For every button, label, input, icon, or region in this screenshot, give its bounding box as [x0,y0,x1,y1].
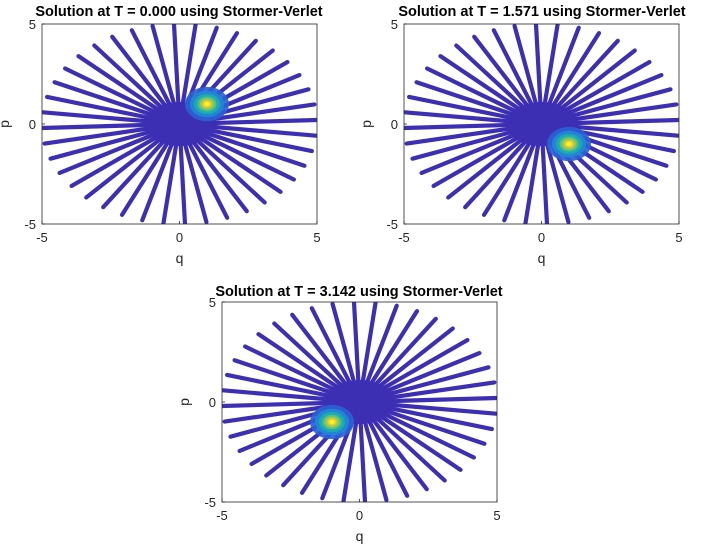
peak-blob [310,404,354,440]
x-axis-label: q [538,250,546,266]
subplot-3: Solution at T = 3.142 using Stormer-Verl… [176,284,503,544]
y-axis-label: p [0,120,12,128]
y-axis-label: p [176,398,192,406]
x-tick-label: -5 [216,508,228,523]
chart-title: Solution at T = 0.000 using Stormer-Verl… [35,4,322,20]
chart-title: Solution at T = 3.142 using Stormer-Verl… [215,284,502,300]
chart-title: Solution at T = 1.571 using Stormer-Verl… [398,4,685,20]
plot-area [404,24,679,224]
subplot-1: Solution at T = 0.000 using Stormer-Verl… [0,4,323,266]
plot-area [222,302,497,502]
x-tick-label: -5 [36,230,48,245]
y-tick-label: 0 [209,395,216,410]
x-axis-label: q [176,250,184,266]
peak-blob [547,126,591,162]
x-tick-label: -5 [398,230,410,245]
plot-area [42,24,317,224]
x-tick-label: 0 [356,508,363,523]
x-tick-label: 0 [176,230,183,245]
peak-blob [185,86,229,122]
x-tick-label: 5 [675,230,682,245]
x-tick-label: 5 [313,230,320,245]
y-tick-label: 0 [29,117,36,132]
x-axis-label: q [356,528,364,544]
y-tick-label: 5 [209,295,216,310]
x-tick-label: 0 [538,230,545,245]
y-tick-label: -5 [204,495,216,510]
y-tick-label: 5 [391,17,398,32]
y-tick-label: -5 [386,217,398,232]
x-tick-label: 5 [493,508,500,523]
y-tick-label: 5 [29,17,36,32]
peak-contour [566,141,572,147]
peak-contour [329,419,335,425]
subplot-2: Solution at T = 1.571 using Stormer-Verl… [358,4,686,266]
y-axis-label: p [358,120,374,128]
peak-contour [204,101,210,107]
y-tick-label: 0 [391,117,398,132]
y-tick-label: -5 [24,217,36,232]
